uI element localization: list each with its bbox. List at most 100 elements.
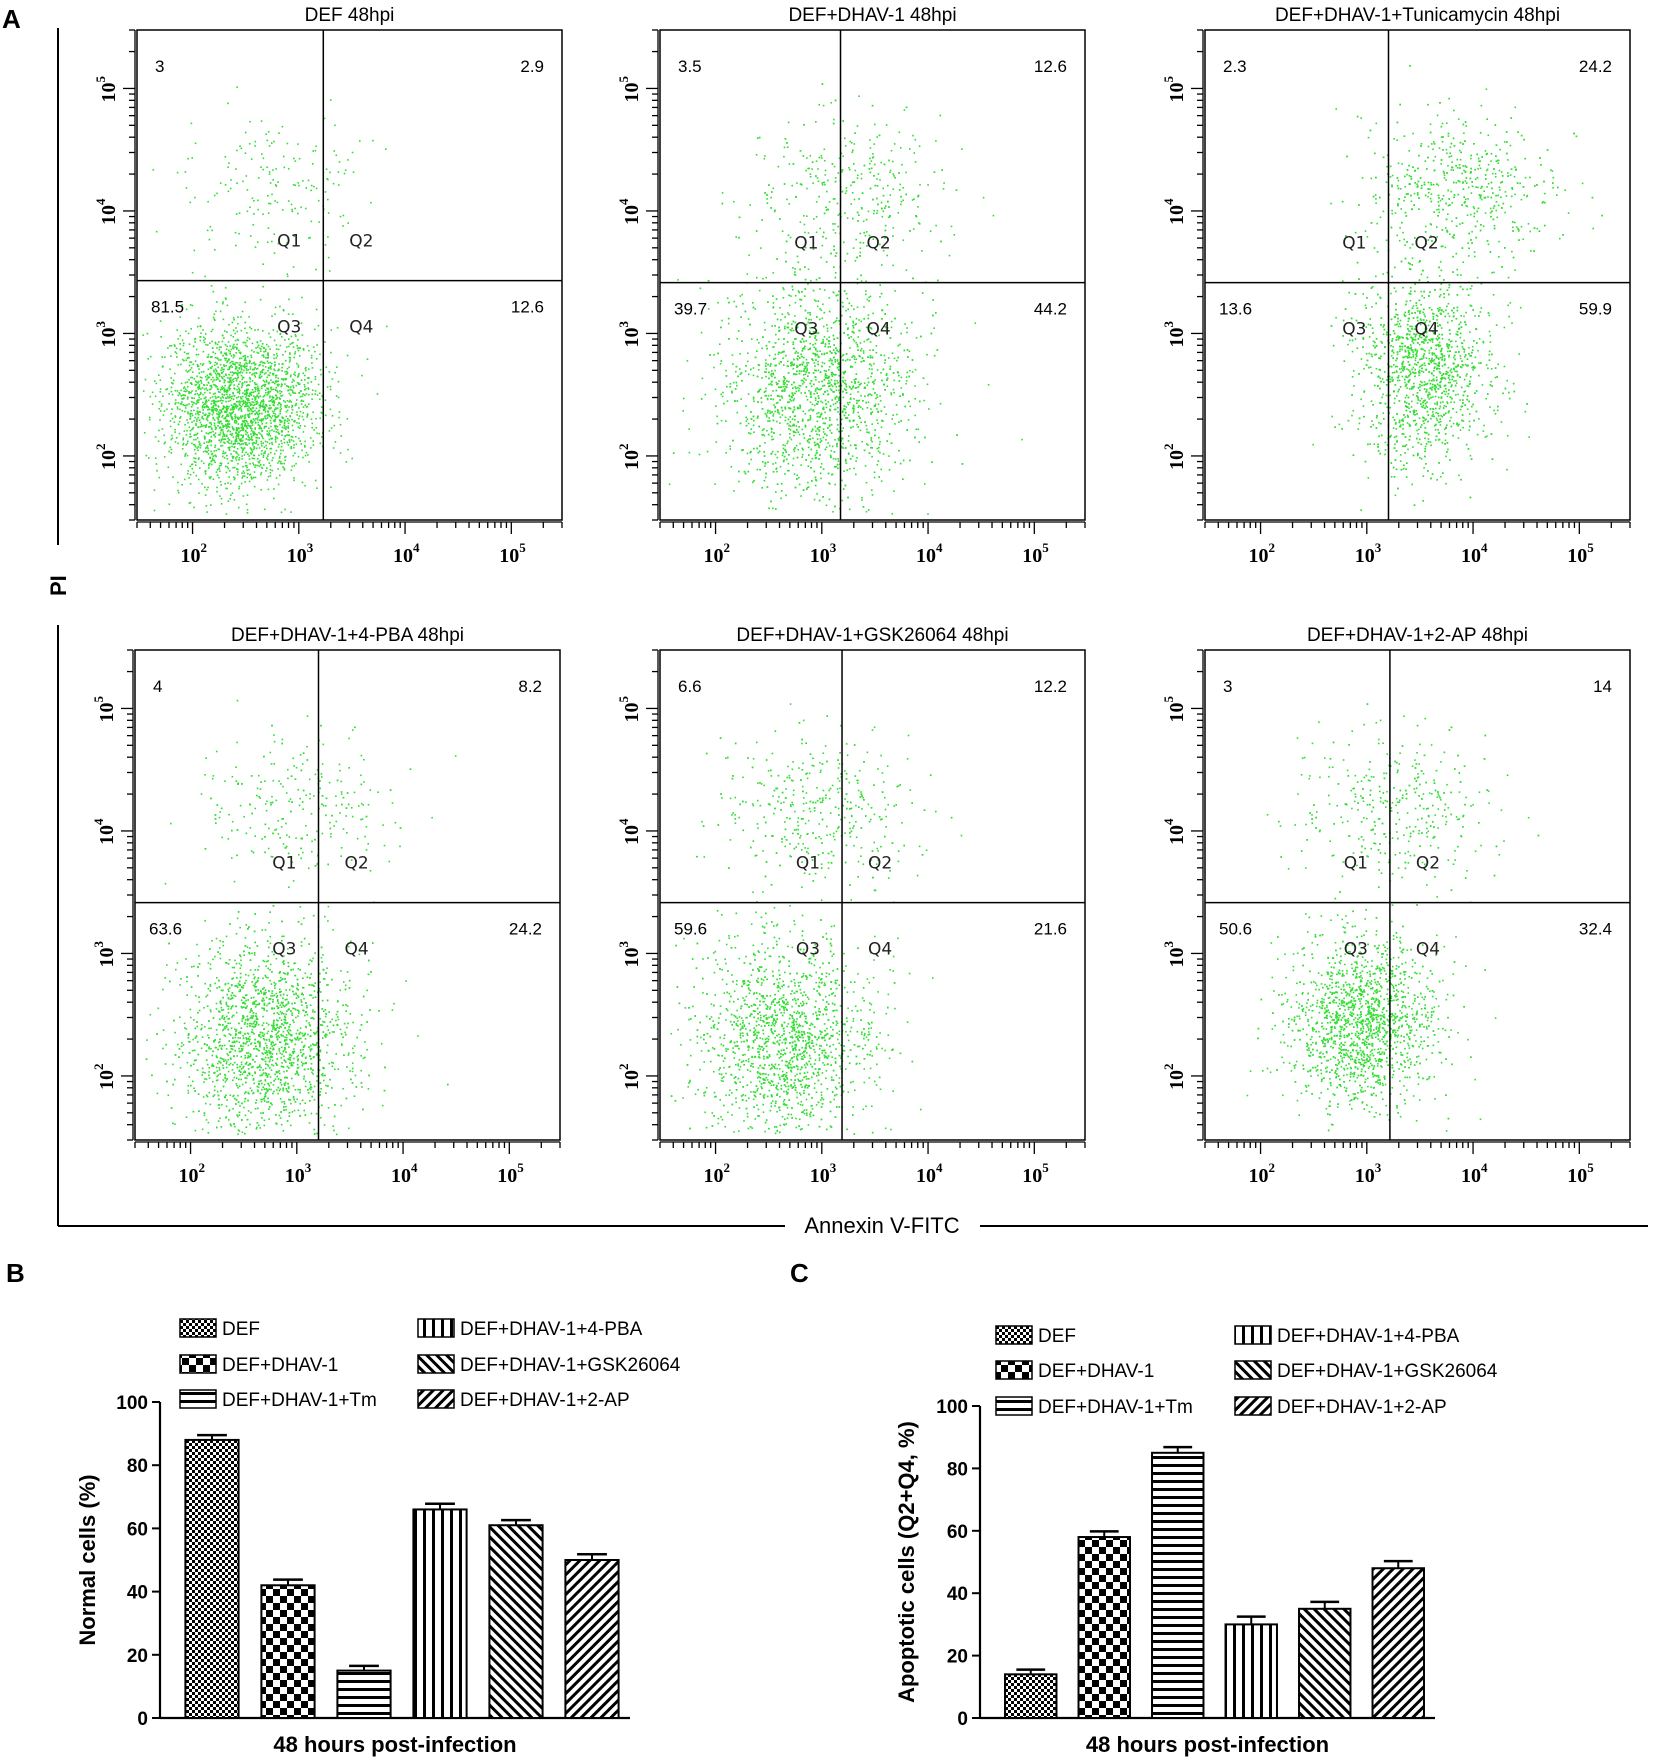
legend-swatch xyxy=(1234,1396,1272,1416)
q2-label: Q2 xyxy=(1416,854,1440,874)
panel-letter-a: A xyxy=(2,4,21,34)
legend-label: DEF+DHAV-1+4-PBA xyxy=(460,1319,643,1340)
bar xyxy=(1151,1451,1205,1720)
legend-swatch xyxy=(995,1360,1033,1380)
legend-swatch xyxy=(179,1389,217,1409)
legend-item: DEF+DHAV-1+GSK26064 xyxy=(1234,1360,1498,1382)
legend-item: DEF+DHAV-1+4-PBA xyxy=(1234,1325,1460,1347)
flow-dots xyxy=(1235,703,1540,1132)
bar-group xyxy=(336,1664,392,1719)
x-tick-label: 102 xyxy=(179,1160,206,1187)
q4-label: Q4 xyxy=(868,940,892,960)
q3-value: 63.6 xyxy=(149,920,182,939)
q2-label: Q2 xyxy=(344,854,368,874)
legend-label: DEF+DHAV-1+GSK26064 xyxy=(1277,1361,1498,1382)
y-tick-label: 103 xyxy=(1161,940,1188,967)
x-tick-label: 102 xyxy=(181,540,208,567)
legend-swatch xyxy=(417,1389,455,1409)
q4-value: 44.2 xyxy=(1034,300,1067,319)
q1-value: 4 xyxy=(153,677,162,696)
x-tick-label: 103 xyxy=(287,540,314,567)
x-tick-label: 104 xyxy=(916,1160,943,1187)
y-tick-label: 105 xyxy=(616,75,643,102)
x-tick-label: 102 xyxy=(1249,540,1276,567)
y-tick-label: 20 xyxy=(947,1647,968,1668)
legend-item: DEF+DHAV-1+2-AP xyxy=(1234,1396,1447,1418)
q2-value: 2.9 xyxy=(520,57,544,76)
flow-plot-title: DEF 48hpi xyxy=(305,5,395,26)
q4-value: 32.4 xyxy=(1579,920,1612,939)
legend-swatch xyxy=(417,1354,455,1374)
x-tick-label: 103 xyxy=(1355,540,1382,567)
bar xyxy=(1004,1673,1058,1719)
y-tick-label: 40 xyxy=(947,1584,968,1605)
legend-item: DEF+DHAV-1 xyxy=(995,1360,1154,1382)
x-tick-label: 102 xyxy=(704,1160,731,1187)
bar-group xyxy=(1004,1668,1058,1719)
q3-label: Q3 xyxy=(1342,320,1366,340)
y-tick-label: 104 xyxy=(616,198,643,225)
q1-value: 3.5 xyxy=(678,57,702,76)
legend-item: DEF+DHAV-1+4-PBA xyxy=(417,1318,643,1340)
q1-value: 3 xyxy=(1223,677,1232,696)
x-tick-label: 103 xyxy=(1355,1160,1382,1187)
y-tick-label: 105 xyxy=(616,695,643,722)
x-tick-label: 104 xyxy=(916,540,943,567)
legend-label: DEF+DHAV-1+4-PBA xyxy=(1277,1326,1460,1347)
flow-plot-frame xyxy=(134,649,561,1141)
legend-swatch xyxy=(995,1325,1033,1345)
x-axis-ticks xyxy=(121,649,561,1154)
q4-label: Q4 xyxy=(1414,320,1438,340)
x-tick-label: 102 xyxy=(704,540,731,567)
flow-plot-frame xyxy=(136,29,563,521)
flow-plot-4: DEF+DHAV-1+4-PBA 48hpi 4 8.2 63.6 24.2 Q1 Q2 Q3… xyxy=(91,625,561,1187)
bar xyxy=(1371,1567,1425,1719)
x-axis-ticks xyxy=(1191,649,1631,1154)
legend-label: DEF+DHAV-1 xyxy=(222,1355,338,1376)
legend-swatch xyxy=(995,1396,1033,1416)
x-tick-label: 105 xyxy=(1022,540,1049,567)
q1-label: Q1 xyxy=(1342,234,1366,254)
flow-plot-3: DEF+DHAV-1+Tunicamycin 48hpi 2.3 24.2 13.6 5… xyxy=(1161,5,1631,567)
y-tick-label: 60 xyxy=(127,1519,148,1540)
x-tick-label: 103 xyxy=(810,540,837,567)
x-axis-title: 48 hours post-infection xyxy=(1086,1732,1329,1757)
y-tick-label: 104 xyxy=(91,818,118,845)
flow-dots xyxy=(145,699,457,1136)
legend-label: DEF+DHAV-1+Tm xyxy=(222,1390,377,1411)
y-tick-label: 103 xyxy=(1161,320,1188,347)
q3-label: Q3 xyxy=(277,318,301,338)
legend-label: DEF+DHAV-1+Tm xyxy=(1038,1397,1193,1418)
q2-label: Q2 xyxy=(867,234,891,254)
x-axis-ticks xyxy=(123,29,563,534)
bar-group xyxy=(564,1553,620,1719)
bar xyxy=(488,1524,544,1719)
q3-value: 39.7 xyxy=(674,300,707,319)
y-tick-label: 105 xyxy=(1161,695,1188,722)
q4-label: Q4 xyxy=(344,940,368,960)
legend-swatch xyxy=(1234,1325,1272,1345)
q3-value: 81.5 xyxy=(151,298,184,317)
x-axis-ticks xyxy=(646,29,1086,534)
q1-label: Q1 xyxy=(277,232,301,252)
x-tick-label: 104 xyxy=(1461,1160,1488,1187)
flow-plot-frame xyxy=(1204,649,1631,1141)
flow-plot-frame xyxy=(1204,29,1631,521)
q2-label: Q2 xyxy=(868,854,892,874)
x-tick-label: 103 xyxy=(285,1160,312,1187)
bar-group xyxy=(1298,1600,1352,1720)
flow-dots xyxy=(668,83,1023,515)
y-tick-label: 20 xyxy=(127,1646,148,1667)
x-tick-label: 103 xyxy=(810,1160,837,1187)
bar-group xyxy=(488,1518,544,1719)
bar-group xyxy=(184,1433,240,1720)
flow-plot-title: DEF+DHAV-1+2-AP 48hpi xyxy=(1307,625,1528,646)
y-tick-label: 0 xyxy=(137,1709,148,1730)
bar xyxy=(1077,1536,1131,1720)
flow-plot-5: DEF+DHAV-1+GSK26064 48hpi 6.6 12.2 59.6 21.6… xyxy=(616,625,1086,1187)
y-tick-label: 102 xyxy=(1161,443,1188,470)
flow-plot-2: DEF+DHAV-1 48hpi 3.5 12.6 39.7 44.2 Q1 Q2 Q3 Q4 1… xyxy=(616,5,1086,567)
legend-item: DEF+DHAV-1 xyxy=(179,1354,338,1376)
x-tick-label: 105 xyxy=(1022,1160,1049,1187)
